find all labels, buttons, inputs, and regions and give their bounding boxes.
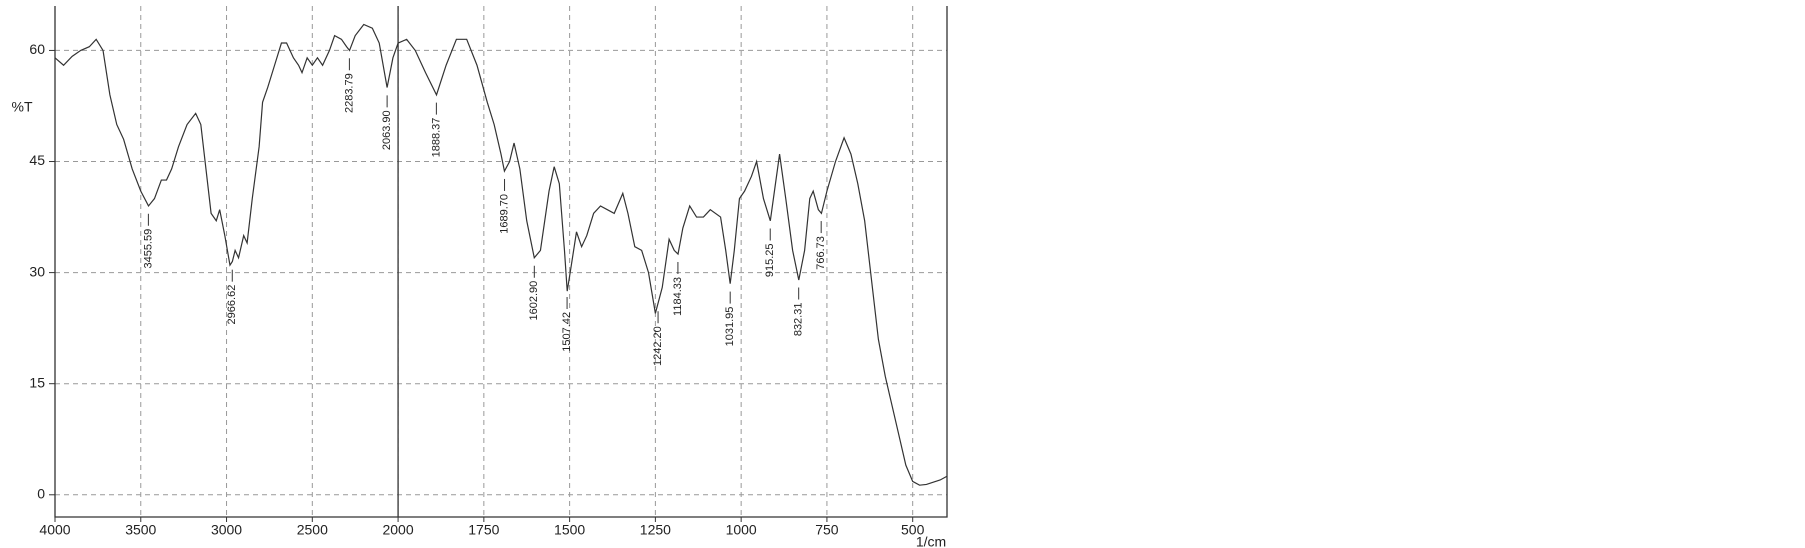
x-tick-label: 750 bbox=[815, 522, 839, 538]
y-tick-label: 0 bbox=[37, 485, 45, 501]
peak-label: 915.25 bbox=[764, 243, 776, 277]
x-tick-label: 500 bbox=[901, 522, 925, 538]
x-tick-label: 1750 bbox=[468, 522, 499, 538]
x-tick-label: 4000 bbox=[39, 522, 70, 538]
x-tick-label: 2500 bbox=[297, 522, 328, 538]
peak-label: 1031.95 bbox=[724, 307, 736, 347]
x-tick-label: 3000 bbox=[211, 522, 242, 538]
peak-label: 832.31 bbox=[793, 303, 805, 337]
x-tick-label: 1500 bbox=[554, 522, 585, 538]
peak-label: 766.73 bbox=[815, 236, 827, 270]
x-tick-label: 1250 bbox=[640, 522, 671, 538]
peak-label: 1242.20 bbox=[652, 326, 664, 366]
peak-label: 2283.79 bbox=[343, 73, 355, 113]
peak-label: 1184.33 bbox=[672, 277, 684, 316]
x-tick-label: 1000 bbox=[726, 522, 757, 538]
peak-label: 1507.42 bbox=[561, 312, 573, 352]
peak-label: 3455.59 bbox=[142, 229, 154, 269]
x-axis-label: 1/cm bbox=[916, 534, 946, 548]
y-tick-label: 60 bbox=[29, 41, 45, 57]
y-tick-label: 30 bbox=[29, 263, 45, 279]
x-tick-label: 3500 bbox=[125, 522, 156, 538]
y-tick-label: 45 bbox=[29, 152, 45, 168]
spectrum-line bbox=[54, 23, 948, 486]
peak-label: 2966.62 bbox=[226, 285, 238, 325]
peak-label: 1689.70 bbox=[498, 194, 510, 234]
peak-label: 1602.90 bbox=[528, 281, 540, 321]
x-tick-label: 2000 bbox=[382, 522, 413, 538]
axis-frame bbox=[54, 6, 948, 518]
peak-label: 2063.90 bbox=[381, 110, 393, 150]
y-tick-label: 15 bbox=[29, 374, 45, 390]
y-axis-label: %T bbox=[12, 99, 33, 115]
peak-label: 1888.37 bbox=[430, 118, 442, 158]
